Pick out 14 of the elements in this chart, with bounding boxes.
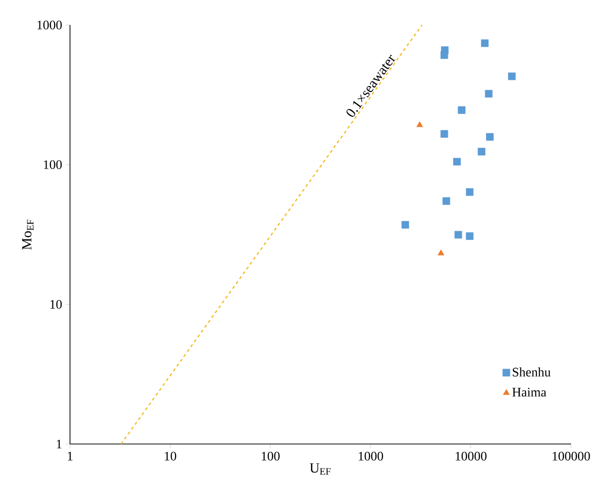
x-tick-label: 10000	[456, 452, 486, 461]
y-tick-label: 10	[50, 300, 62, 309]
x-tick-label: 1	[68, 452, 72, 460]
y-tick-label: 100	[44, 160, 62, 170]
x-tick-label: 100	[262, 452, 280, 461]
y-axis-title: Mo$_{EF}$	[22, 220, 34, 250]
x-tick-label: 100000	[552, 452, 590, 461]
y-tick-label: 1000	[37, 20, 62, 30]
y-tick-label: 1	[56, 440, 62, 448]
legend-label: Haima	[512, 388, 546, 397]
legend-label: Shenhu	[512, 367, 551, 377]
x-tick-label: 10	[164, 452, 176, 461]
x-axis-title: U$_{EF}$	[310, 463, 331, 475]
x-tick-label: 1000	[358, 452, 384, 461]
